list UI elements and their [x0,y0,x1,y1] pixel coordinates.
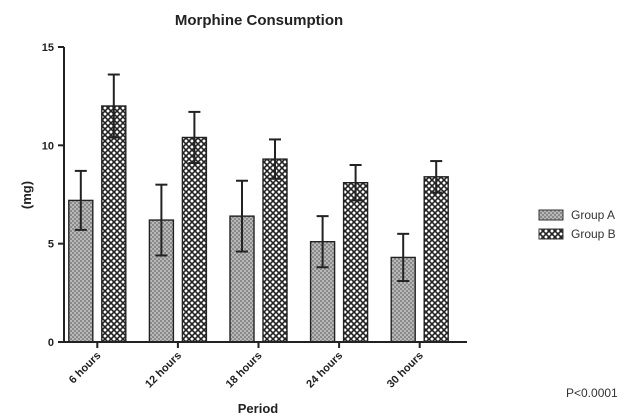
legend-swatch-group-b [538,228,564,240]
bar-group-b [342,181,369,343]
y-ticks: 0 5 10 15 [42,42,64,349]
y-axis-label: (mg) [19,181,34,209]
x-tick-label: 6 hours [67,350,104,387]
x-tick-label: 24 hours [304,350,345,391]
bar-group-b [262,158,288,343]
legend-label-group-a: Group A [571,208,615,222]
y-tick-label: 15 [42,42,54,54]
y-tick-label: 0 [48,337,54,349]
bar-group-b [423,176,449,343]
x-tick-label: 12 hours [143,350,184,391]
legend-swatch-group-a [538,209,564,221]
legend: Group A Group B [538,208,616,241]
x-ticks: 6 hours 12 hours 18 hours 24 hours 30 hours [67,342,426,391]
bar-group-b [101,105,127,343]
errorbars-layer [74,73,443,283]
bar-group-b [181,136,208,343]
x-tick-label: 30 hours [385,350,426,391]
y-tick-label: 10 [42,140,54,152]
x-tick-label: 18 hours [224,350,265,391]
bar-group-a [309,240,336,343]
legend-label-group-b: Group B [571,227,616,241]
y-tick-label: 5 [48,239,54,251]
bars-layer [68,105,449,343]
p-value-annotation: P<0.0001 [566,386,618,400]
x-axis-label: Period [238,401,279,416]
chart-title: Morphine Consumption [175,12,343,29]
